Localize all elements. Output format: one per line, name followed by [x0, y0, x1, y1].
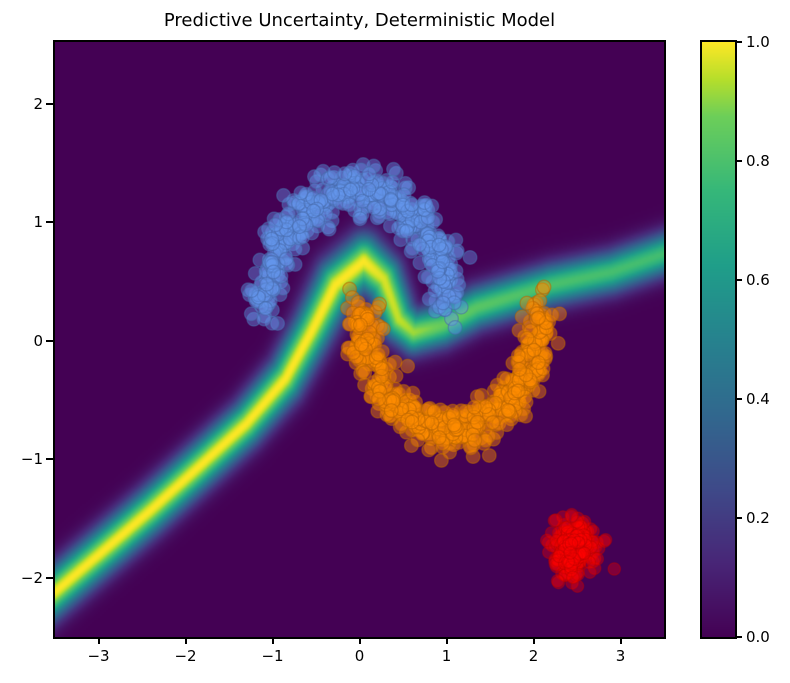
- x-tick-label: 1: [441, 647, 452, 665]
- colorbar-tick-label: 0.6: [746, 271, 770, 289]
- colorbar-tick-label: 0.2: [746, 509, 770, 527]
- uncertainty-heatmap-canvas: [55, 42, 664, 637]
- y-tick: [46, 102, 53, 105]
- x-tick-label: −3: [87, 647, 110, 665]
- colorbar-tick-label: 0.8: [746, 152, 770, 170]
- colorbar-tick-label: 0.4: [746, 390, 770, 408]
- x-tick-label: 3: [615, 647, 626, 665]
- y-tick: [46, 576, 53, 579]
- y-tick: [46, 339, 53, 342]
- y-tick-label: 0: [33, 331, 43, 350]
- y-tick-label: 1: [33, 213, 43, 232]
- y-tick: [46, 458, 53, 461]
- colorbar-gradient-canvas: [702, 42, 735, 637]
- y-tick-label: −2: [20, 568, 43, 587]
- y-tick-label: −1: [20, 450, 43, 469]
- colorbar-tick-label: 0.0: [746, 628, 770, 646]
- colorbar: [700, 40, 737, 639]
- y-tick: [46, 221, 53, 224]
- plot-title: Predictive Uncertainty, Deterministic Mo…: [163, 10, 556, 31]
- x-tick-label: 0: [354, 647, 365, 665]
- x-tick-label: 2: [528, 647, 539, 665]
- x-tick-label: −2: [174, 647, 197, 665]
- colorbar-tick-label: 1.0: [746, 33, 770, 51]
- y-tick-label: 2: [33, 94, 43, 113]
- x-tick-label: −1: [261, 647, 284, 665]
- plot-area: [53, 40, 666, 639]
